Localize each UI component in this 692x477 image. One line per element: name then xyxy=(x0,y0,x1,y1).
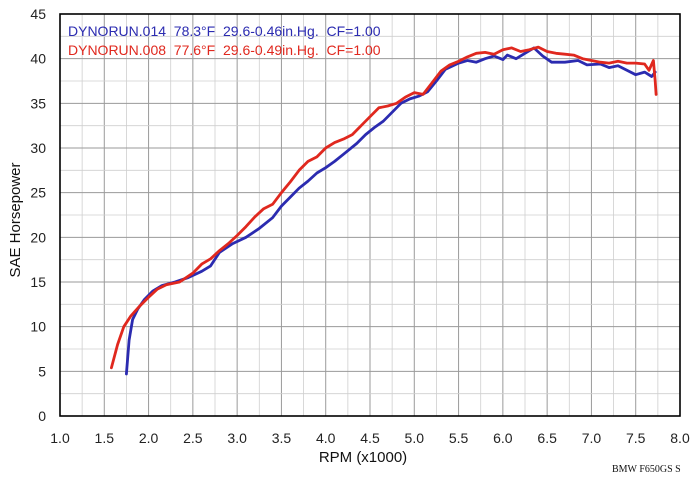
y-tick-label: 20 xyxy=(30,229,46,245)
y-tick-label: 25 xyxy=(30,185,46,201)
x-tick-label: 1.0 xyxy=(50,430,70,446)
x-tick-label: 6.0 xyxy=(493,430,513,446)
plot-frame xyxy=(59,13,681,417)
x-tick-label: 5.0 xyxy=(405,430,425,446)
x-tick-label: 8.0 xyxy=(670,430,690,446)
x-tick-label: 5.5 xyxy=(449,430,469,446)
x-tick-label: 4.5 xyxy=(360,430,380,446)
y-tick-label: 5 xyxy=(38,363,46,379)
series-line-1 xyxy=(110,45,658,370)
y-axis-ticks: 0 5 10 15 20 25 30 35 40 45 xyxy=(30,6,46,424)
y-axis-title: SAE Horsepower xyxy=(7,162,24,277)
y-tick-label: 40 xyxy=(30,51,46,67)
x-tick-label: 2.5 xyxy=(183,430,203,446)
x-tick-label: 2.0 xyxy=(139,430,159,446)
legend: DYNORUN.014 78.3°F 29.6-0.46in.Hg. CF=1.… xyxy=(68,23,381,58)
footnote: BMW F650GS S xyxy=(612,464,681,475)
x-axis-title: RPM (x1000) xyxy=(319,449,407,466)
x-tick-label: 1.5 xyxy=(95,430,115,446)
y-tick-label: 10 xyxy=(30,319,46,335)
x-tick-label: 3.0 xyxy=(227,430,247,446)
x-tick-label: 7.5 xyxy=(626,430,646,446)
series-line-0 xyxy=(125,46,657,376)
y-tick-label: 0 xyxy=(38,408,46,424)
x-tick-label: 7.0 xyxy=(582,430,602,446)
y-tick-label: 35 xyxy=(30,95,46,111)
x-tick-label: 3.5 xyxy=(272,430,292,446)
x-axis-ticks: 1.0 1.5 2.0 2.5 3.0 3.5 4.0 4.5 5.0 5.5 6.0 6.5 7.0 7… xyxy=(50,430,690,446)
y-tick-label: 30 xyxy=(30,140,46,156)
legend-entry-dynorun-014: DYNORUN.014 78.3°F 29.6-0.46in.Hg. CF=1.… xyxy=(68,23,381,39)
x-tick-label: 4.0 xyxy=(316,430,336,446)
y-tick-label: 15 xyxy=(30,274,46,290)
series-lines xyxy=(110,45,658,376)
x-tick-label: 6.5 xyxy=(537,430,557,446)
legend-entry-dynorun-008: DYNORUN.008 77.6°F 29.6-0.49in.Hg. CF=1.… xyxy=(68,42,381,58)
y-tick-label: 45 xyxy=(30,6,46,22)
